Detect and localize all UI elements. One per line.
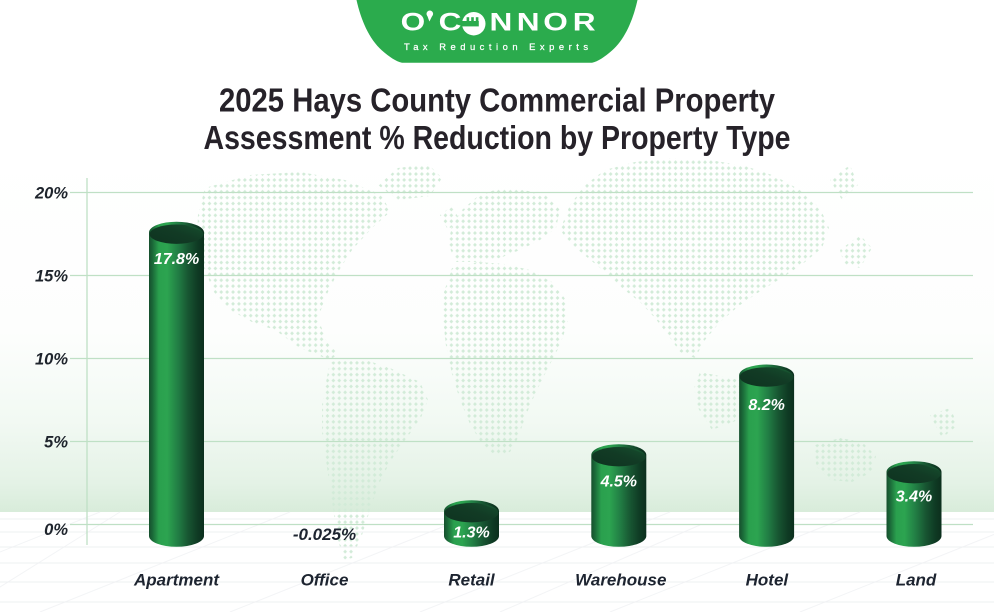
svg-text:Tax Reduction Experts: Tax Reduction Experts	[404, 41, 588, 52]
svg-text:2025 Hays County Commercial Pr: 2025 Hays County Commercial Property	[219, 82, 776, 119]
svg-text:O: O	[543, 9, 568, 37]
svg-text:15%: 15%	[35, 267, 68, 285]
svg-text:Assessment % Reduction by Prop: Assessment % Reduction by Property Type	[204, 119, 791, 156]
svg-text:C: C	[439, 9, 462, 37]
svg-text:3.4%: 3.4%	[896, 489, 932, 506]
svg-text:Retail: Retail	[448, 571, 496, 590]
svg-text:8.2%: 8.2%	[748, 397, 784, 414]
svg-text:4.5%: 4.5%	[600, 474, 637, 491]
svg-text:Apartment: Apartment	[133, 571, 220, 590]
svg-text:20%: 20%	[34, 184, 68, 202]
svg-text:Hotel: Hotel	[746, 571, 790, 590]
svg-text:N: N	[489, 9, 512, 37]
svg-text:Office: Office	[301, 571, 349, 590]
svg-text:1.3%: 1.3%	[453, 525, 489, 542]
svg-text:N: N	[517, 9, 540, 37]
svg-text:10%: 10%	[35, 350, 68, 368]
svg-text:-0.025%: -0.025%	[293, 525, 356, 544]
svg-text:0%: 0%	[44, 521, 68, 539]
svg-text:5%: 5%	[44, 433, 68, 451]
svg-text:Warehouse: Warehouse	[575, 571, 666, 590]
svg-text:Land: Land	[896, 571, 937, 590]
svg-text:R: R	[573, 9, 596, 37]
svg-text:17.8%: 17.8%	[154, 251, 199, 268]
svg-text:O: O	[401, 9, 426, 37]
